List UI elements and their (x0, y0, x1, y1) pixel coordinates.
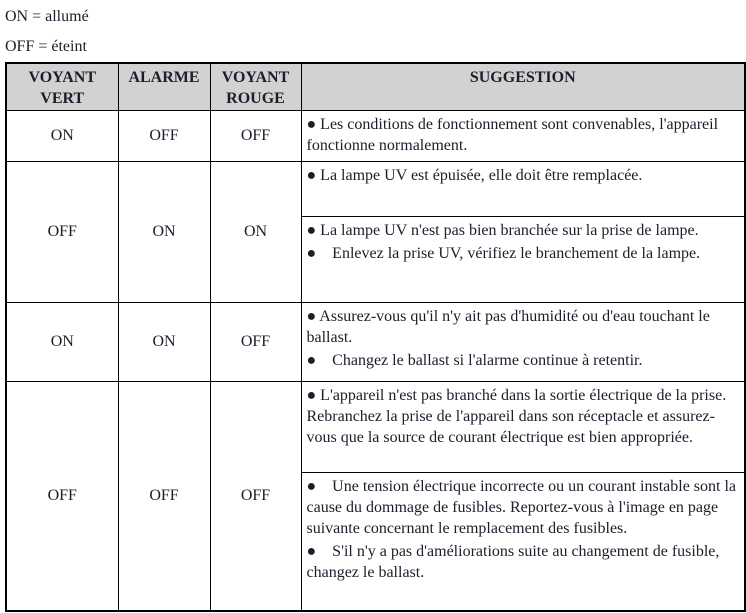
suggestion-cell: ● Une tension électrique incorrecte ou u… (300, 472, 746, 611)
suggestion-cell: ● La lampe UV n'est pas bien branchée su… (300, 216, 746, 303)
cell-alarme: OFF (117, 381, 211, 611)
suggestion-item: ● La lampe UV est épuisée, elle doit êtr… (306, 167, 643, 184)
header-suggestion: SUGGESTION (300, 62, 746, 111)
cell-voyant-rouge: OFF (209, 302, 302, 382)
table-row: ● La lampe UV n'est pas bien branchée su… (6, 216, 746, 303)
cell-voyant-rouge: OFF (209, 381, 302, 611)
table-row: ON ON OFF ● Assurez-vous qu'il n'y ait p… (5, 302, 746, 382)
table-row: OFF ON ON ● La lampe UV est épuisée, ell… (5, 161, 746, 303)
suggestion-item: ● Enlevez la prise UV, vérifiez le branc… (306, 245, 701, 262)
cell-voyant-rouge: OFF (209, 110, 302, 162)
table-row: OFF OFF OFF ● L'appareil n'est pas branc… (5, 381, 746, 611)
cell-voyant-rouge: ON (209, 161, 302, 303)
header-alarme: ALARME (117, 62, 211, 111)
cell-alarme: ON (117, 302, 211, 382)
suggestion-item: ● Les conditions de fonctionnement sont … (306, 116, 719, 154)
table-row: ON OFF OFF ● Les conditions de fonctionn… (5, 110, 746, 162)
table-header-row: VOYANT VERT ALARME VOYANT ROUGE SUGGESTI… (5, 62, 746, 111)
suggestion-item: ● L'appareil n'est pas branché dans la s… (306, 387, 727, 446)
suggestion-item: ● S'il n'y a pas d'améliorations suite a… (306, 543, 720, 581)
cell-alarme: ON (117, 161, 211, 303)
suggestion-cell: ● Assurez-vous qu'il n'y ait pas d'humid… (300, 302, 746, 382)
cell-alarme: OFF (117, 110, 211, 162)
table-row: ● Une tension électrique incorrecte ou u… (6, 472, 746, 611)
suggestion-item: ● Assurez-vous qu'il n'y ait pas d'humid… (306, 308, 710, 346)
suggestion-item: ● La lampe UV n'est pas bien branchée su… (306, 222, 699, 239)
troubleshooting-table: VOYANT VERT ALARME VOYANT ROUGE SUGGESTI… (5, 62, 746, 612)
suggestion-cell: ● La lampe UV est épuisée, elle doit êtr… (300, 161, 746, 217)
cell-voyant-vert: OFF (5, 381, 119, 611)
cell-voyant-vert: ON (5, 302, 119, 382)
suggestion-item: ● Changez le ballast si l'alarme continu… (306, 352, 643, 369)
cell-voyant-vert: ON (5, 110, 119, 162)
legend-line-off: OFF = éteint (5, 38, 87, 55)
suggestion-cell: ● L'appareil n'est pas branché dans la s… (300, 381, 746, 473)
header-voyant-rouge: VOYANT ROUGE (209, 62, 302, 111)
suggestion-item: ● Une tension électrique incorrecte ou u… (306, 478, 737, 537)
legend-line-on: ON = allumé (5, 8, 89, 25)
suggestion-cell: ● Les conditions de fonctionnement sont … (300, 110, 746, 162)
cell-voyant-vert: OFF (5, 161, 119, 303)
legend: ON = allumé OFF = éteint (5, 7, 743, 57)
header-voyant-vert: VOYANT VERT (5, 62, 119, 111)
